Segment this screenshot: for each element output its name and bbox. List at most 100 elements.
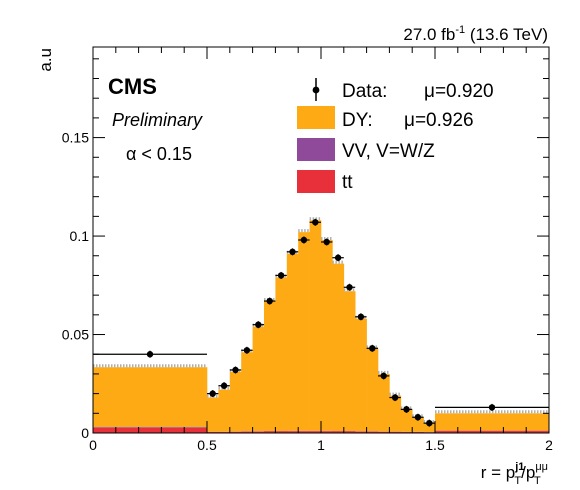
data-point-16 — [378, 372, 390, 380]
legend-label-dy: DY: — [342, 110, 373, 131]
data-point-17 — [389, 394, 401, 402]
data-point-18 — [400, 405, 413, 413]
data-marker-21 — [488, 404, 496, 411]
bar-dy-14 — [355, 318, 367, 432]
data-marker-10 — [312, 219, 319, 226]
data-marker-16 — [380, 372, 387, 380]
bar-tt-6 — [264, 431, 276, 433]
data-point-9 — [298, 236, 310, 244]
x-axis-title: r = pj1 T/pμμ T — [481, 461, 548, 487]
data-point-21 — [435, 403, 549, 411]
y-tick-label-1: 0.05 — [62, 327, 89, 343]
bar-dy-19 — [412, 417, 424, 432]
bar-dy-4 — [241, 352, 253, 432]
bar-tt-10 — [309, 431, 322, 433]
bar-dy-21 — [435, 413, 550, 431]
data-marker-9 — [300, 236, 308, 244]
data-point-20 — [423, 419, 435, 427]
bar-tt-21 — [435, 431, 550, 433]
bar-dy-9 — [298, 232, 310, 431]
data-marker-19 — [414, 414, 422, 421]
data-point-13 — [343, 283, 356, 291]
data-point-1 — [207, 390, 219, 398]
data-point-2 — [218, 382, 230, 390]
bar-dy-6 — [264, 301, 276, 432]
data-marker-18 — [403, 406, 410, 413]
bar-tt-7 — [275, 431, 288, 433]
data-point-6 — [264, 297, 276, 305]
data-marker-20 — [426, 419, 433, 427]
bar-tt-12 — [332, 431, 345, 433]
data-point-10 — [309, 218, 321, 226]
legend-swatch-vv — [297, 138, 335, 161]
bar-tt-4 — [241, 431, 253, 433]
data-point-8 — [286, 248, 299, 256]
bar-tt-5 — [252, 431, 265, 433]
bar-dy-10 — [309, 220, 322, 431]
legend-entry-vv: VV, V=W/Z — [297, 138, 435, 162]
legend-mu-dy: μ=0.926 — [404, 110, 474, 131]
data-marker-4 — [243, 347, 251, 354]
data-point-3 — [229, 366, 242, 374]
y-axis-title: a.u — [36, 48, 55, 72]
data-marker-13 — [346, 284, 353, 291]
bar-tt-17 — [389, 431, 402, 433]
data-point-11 — [321, 238, 333, 246]
cms-label: CMS — [108, 74, 157, 99]
data-marker-15 — [369, 345, 376, 352]
data-point-14 — [355, 313, 367, 321]
y-tick-label-2: 0.1 — [70, 228, 90, 244]
y-tick-label-0: 0 — [81, 425, 89, 441]
bar-dy-8 — [286, 253, 299, 431]
data-points — [93, 218, 549, 427]
bar-tt-11 — [321, 431, 333, 433]
bar-dy-0 — [93, 367, 208, 428]
data-point-5 — [252, 321, 264, 329]
preliminary-label: Preliminary — [112, 110, 203, 130]
bar-dy-17 — [389, 395, 402, 432]
bar-tt-14 — [355, 431, 367, 433]
cut-label: α < 0.15 — [126, 144, 192, 164]
bar-dy-20 — [423, 423, 436, 433]
data-marker-6 — [266, 297, 273, 305]
data-marker-2 — [220, 382, 228, 389]
bar-dy-11 — [321, 240, 333, 431]
data-marker-7 — [277, 272, 285, 279]
lumi-label: 27.0 fb-1 (13.6 TeV) — [403, 24, 548, 44]
bar-dy-2 — [218, 389, 231, 432]
data-marker-17 — [391, 394, 399, 401]
bar-dy-7 — [275, 277, 288, 432]
x-tick-label-1: 0.5 — [197, 437, 217, 453]
legend-swatch-dy — [297, 106, 335, 129]
data-marker-14 — [357, 313, 365, 321]
data-point-19 — [412, 413, 424, 421]
legend-label-data: Data: — [342, 81, 387, 102]
data-point-4 — [241, 346, 253, 354]
legend-entry-tt: tt — [297, 170, 353, 193]
legend-swatch-tt — [297, 170, 335, 193]
legend-mu-data: μ=0.920 — [424, 81, 494, 102]
bar-dy-15 — [366, 348, 379, 432]
legend-entry-dy: DY: μ=0.926 — [297, 106, 474, 131]
legend-data-marker — [312, 86, 320, 94]
bar-tt-13 — [343, 431, 356, 433]
bar-dy-1 — [207, 397, 219, 432]
bar-tt-16 — [378, 431, 390, 433]
x-tick-label-3: 1.5 — [425, 437, 445, 453]
bar-tt-9 — [298, 431, 310, 433]
x-tick-label-2: 1 — [317, 437, 325, 453]
bar-dy-13 — [343, 291, 356, 432]
legend: Data: μ=0.920 DY: μ=0.926 VV, V=W/Z tt — [297, 78, 494, 193]
data-marker-8 — [289, 248, 296, 256]
bar-dy-18 — [400, 409, 413, 432]
legend-entry-data: Data: μ=0.920 — [312, 78, 494, 102]
data-marker-12 — [334, 254, 342, 261]
y-tick-label-3: 0.15 — [62, 130, 89, 146]
bar-dy-3 — [229, 371, 242, 432]
stacked-histogram — [93, 220, 550, 433]
bar-tt-3 — [229, 431, 242, 433]
data-marker-1 — [209, 390, 216, 397]
bar-vv-v-w-z-0 — [93, 427, 208, 428]
legend-label-vv: VV, V=W/Z — [342, 141, 435, 162]
axis-ticks: 0 0.5 1 1.5 2 0 0.05 0.1 0.15 — [62, 47, 553, 453]
